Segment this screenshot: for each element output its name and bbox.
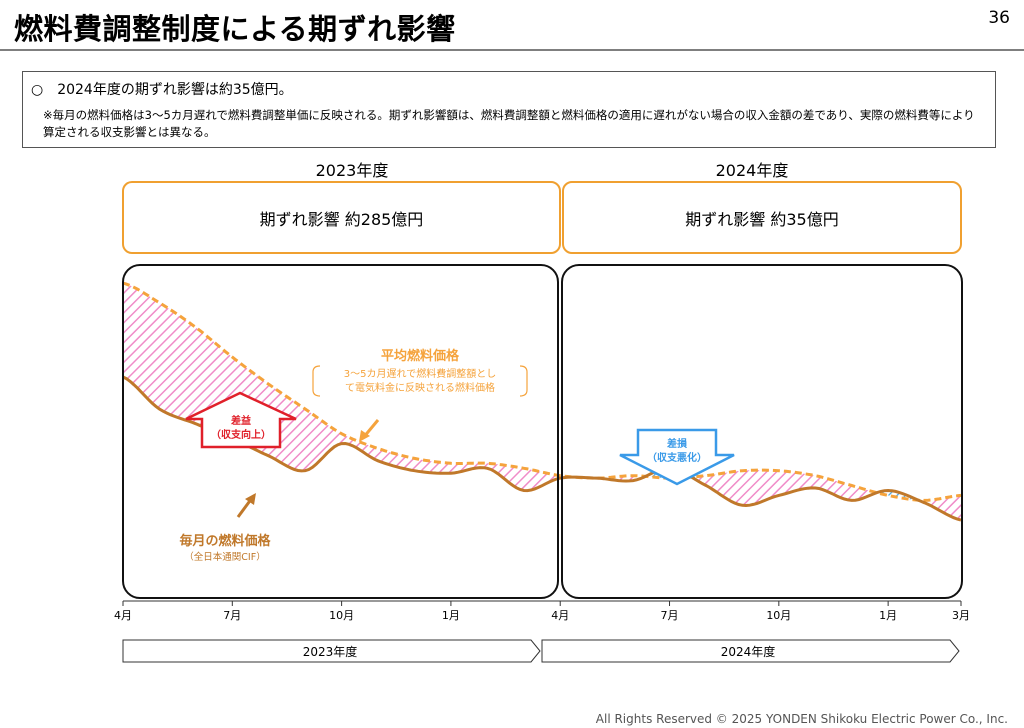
fy2024-timeline-bar [541,639,960,663]
gain-up-arrow-icon [185,391,297,449]
fy2023-impact-box: 期ずれ影響 約285億円 [122,181,561,254]
avg-price-desc-2: て電気料金に反映される燃料価格 [345,381,495,394]
gain-label-2: （収支向上） [211,428,271,441]
fy2024-timeline-label: 2024年度 [721,644,776,659]
x-tick-label: 7月 [661,609,679,622]
loss-label-1: 差損 [667,437,688,450]
loss-label-2: （収支悪化） [647,451,707,464]
x-tick-label: 3月 [952,609,970,622]
fy2024-heading: 2024年度 [715,161,789,180]
avg-bracket-left [312,365,321,397]
fy2023-chart-panel [122,264,559,599]
summary-note-box: ○ 2024年度の期ずれ影響は約35億円。 ※毎月の燃料価格は3～5カ月遅れで燃… [22,71,996,148]
summary-footnote-text: ※毎月の燃料価格は3～5カ月遅れで燃料費調整単価に反映される。期ずれ影響額は、燃… [43,108,975,139]
avg-bracket-right [519,365,528,397]
gain-label-1: 差益 [231,414,251,427]
monthly-fuel-price-line [122,375,962,522]
x-tick-label: 1月 [442,609,460,622]
fy2024-chart-panel [561,264,963,599]
x-tick-label: 10月 [329,609,354,622]
loss-down-arrow-icon [619,428,735,486]
copyright-footer: All Rights Reserved © 2025 YONDEN Shikok… [595,712,1008,726]
fy2023-heading: 2023年度 [315,161,389,180]
page-title: 燃料費調整制度による期ずれ影響 [14,12,456,46]
x-tick-label: 4月 [114,609,132,622]
page-number: 36 [988,8,1010,28]
x-tick-label: 4月 [551,609,569,622]
loss-area [877,490,921,502]
avg-price-title: 平均燃料価格 [381,348,460,364]
gain-area [920,495,961,521]
x-tick-label: 1月 [879,609,897,622]
monthly-pointer-arrowhead [245,493,256,505]
avg-price-desc-1: 3～5カ月遅れで燃料費調整額とし [344,367,496,380]
fy2024-impact-box: 期ずれ影響 約35億円 [562,181,962,254]
avg-pointer-arrowhead [359,430,370,442]
fy2023-timeline-bar [122,639,541,663]
fy2023-impact-text: 期ずれ影響 約285億円 [259,209,424,229]
monthly-price-desc: （全日本通関CIF） [184,551,265,563]
fy2024-impact-text: 期ずれ影響 約35億円 [685,209,839,229]
x-tick-label: 7月 [223,609,241,622]
title-divider [0,49,1024,51]
monthly-price-title: 毎月の燃料価格 [179,533,271,549]
avg-fuel-price-line [122,281,962,502]
summary-main-text: ○ 2024年度の期ずれ影響は約35億円。 [31,82,293,98]
fy2023-timeline-label: 2023年度 [303,644,358,659]
gain-area [695,470,878,506]
x-tick-label: 10月 [766,609,791,622]
